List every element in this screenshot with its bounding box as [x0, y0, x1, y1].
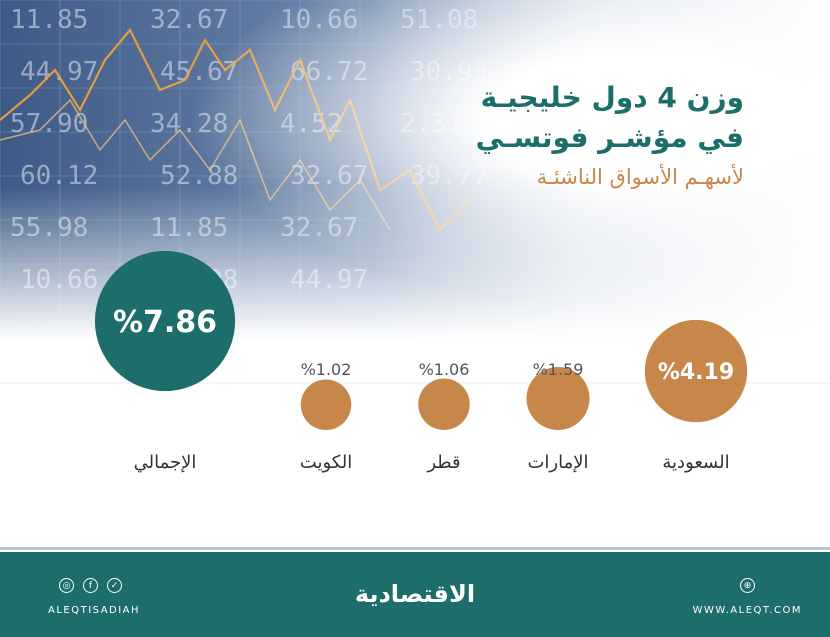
bubble-3 — [300, 379, 352, 431]
title-block: وزن 4 دول خليجيـة في مؤشـر فوتسـي لأسهـم… — [384, 78, 744, 194]
facebook-icon[interactable]: f — [83, 578, 98, 593]
bubble-1 — [526, 366, 590, 430]
title-line-1: وزن 4 دول خليجيـة — [480, 81, 744, 114]
title-line-2: في مؤشـر فوتسـي — [475, 121, 744, 154]
category-label-0: السعودية — [662, 452, 729, 473]
footer-divider — [0, 547, 830, 550]
bubble-chart: %4.19 السعودية %1.59 الإمارات %1.06 قطر %1.02 ا… — [0, 250, 830, 473]
bubble-2 — [418, 378, 470, 430]
value-label-4: %7.86 — [113, 305, 217, 340]
website-url[interactable]: WWW.ALEQT.COM — [692, 605, 802, 616]
value-label-2: %1.06 — [419, 360, 470, 379]
category-label-2: قطر — [426, 452, 460, 473]
category-label-4: الإجمالي — [134, 452, 197, 473]
brand-logo: الاقتصادية — [354, 580, 476, 608]
bubble-0 — [644, 319, 748, 423]
bubble-4 — [94, 250, 236, 392]
footer-bar — [0, 552, 830, 637]
value-label-3: %1.02 — [301, 360, 352, 379]
subtitle-line: لأسهـم الأسواق الناشئـة — [536, 165, 744, 189]
category-label-3: الكويت — [300, 452, 352, 473]
twitter-icon[interactable]: ✓ — [107, 578, 122, 593]
globe-icon[interactable]: ⊕ — [740, 578, 755, 593]
value-label-0: %4.19 — [658, 360, 734, 385]
instagram-icon[interactable]: ◎ — [59, 578, 74, 593]
social-handle[interactable]: ALEQTISADIAH — [48, 605, 141, 616]
category-label-1: الإمارات — [527, 452, 588, 473]
value-label-1: %1.59 — [533, 360, 584, 379]
